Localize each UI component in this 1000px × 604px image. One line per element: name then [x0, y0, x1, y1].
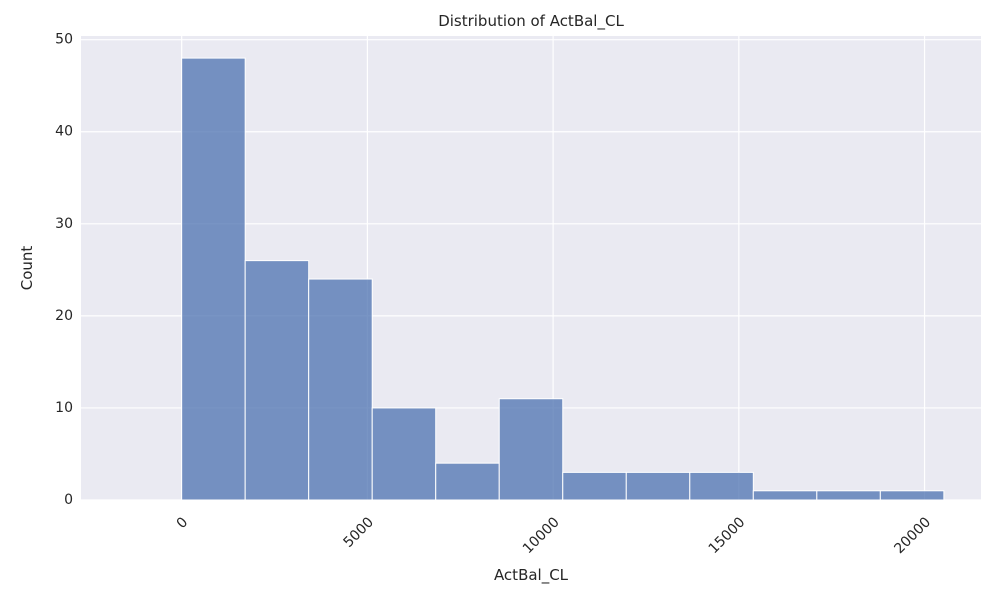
histogram-bar — [308, 278, 373, 501]
x-axis-ticks: 0 5000 10000 15000 20000 — [174, 514, 935, 557]
x-tick-label: 0 — [174, 514, 192, 532]
x-tick-label: 10000 — [520, 514, 563, 557]
histogram-bar — [625, 471, 691, 501]
histogram-bars — [181, 57, 945, 501]
x-tick-label: 15000 — [706, 514, 749, 557]
histogram-bar — [752, 490, 818, 501]
y-axis-ticks: 0 10 20 30 40 50 — [55, 32, 73, 508]
y-tick-label: 20 — [55, 308, 73, 324]
histogram-bar — [816, 490, 881, 501]
histogram-bar — [181, 57, 246, 501]
histogram-bar — [244, 260, 310, 501]
histogram-bar — [562, 471, 627, 501]
y-tick-label: 40 — [55, 124, 73, 140]
chart-title: Distribution of ActBal_CL — [438, 12, 624, 31]
y-tick-label: 30 — [55, 216, 73, 232]
y-tick-label: 10 — [55, 400, 73, 416]
histogram-bar — [689, 471, 754, 501]
y-tick-label: 50 — [55, 32, 73, 48]
y-axis-label: Count — [18, 246, 36, 291]
x-tick-label: 5000 — [340, 514, 377, 551]
histogram-bar — [435, 462, 500, 501]
histogram-bar — [371, 407, 437, 501]
x-axis-label: ActBal_CL — [494, 566, 569, 585]
y-tick-label: 0 — [64, 492, 73, 508]
histogram-bar — [498, 398, 564, 501]
x-tick-label: 20000 — [891, 514, 934, 557]
histogram-bar — [879, 490, 945, 501]
